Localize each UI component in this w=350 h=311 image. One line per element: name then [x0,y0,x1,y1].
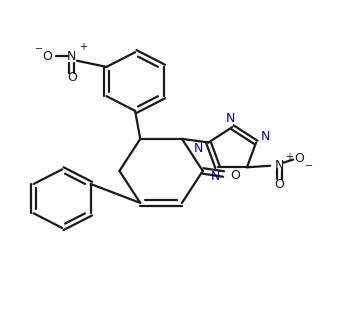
Text: N: N [211,170,220,183]
Text: N: N [226,112,235,125]
Text: N: N [194,142,203,155]
Text: N: N [275,159,284,172]
Text: +: + [285,152,293,162]
Text: O: O [43,49,52,63]
Text: O: O [274,178,284,191]
Text: N: N [67,49,76,63]
Text: +: + [79,43,87,53]
Text: O: O [67,71,77,84]
Text: −: − [305,161,313,171]
Text: O: O [294,152,304,165]
Text: −: − [35,44,43,54]
Text: N: N [261,130,271,143]
Text: O: O [230,169,240,182]
